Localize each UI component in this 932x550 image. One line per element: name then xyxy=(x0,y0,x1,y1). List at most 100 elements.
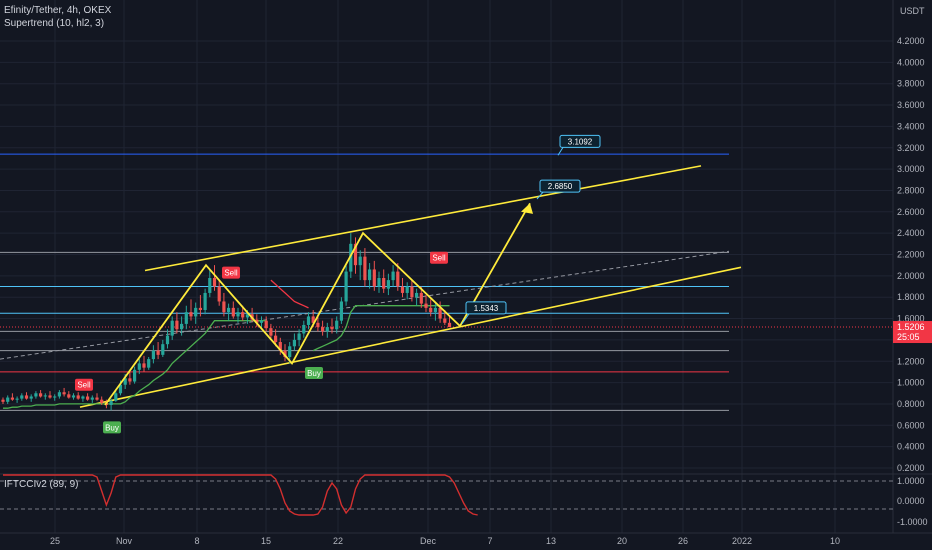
price-label-pointer xyxy=(557,147,564,156)
candle-body xyxy=(372,269,376,287)
price-axis-tick: 2.4000 xyxy=(897,228,925,238)
candle-body xyxy=(1,399,5,402)
oscillator-legend[interactable]: IFTCCIv2 (89, 9) xyxy=(4,479,78,490)
price-label-box xyxy=(539,179,581,193)
signal-buy-badge xyxy=(103,421,121,434)
price-axis-tick: 4.0000 xyxy=(897,57,925,67)
price-axis-tick: 0.4000 xyxy=(897,442,925,452)
candle-body xyxy=(165,335,170,345)
candle-body xyxy=(302,324,306,334)
projection-arrowhead xyxy=(521,203,533,214)
time-axis-tick: 8 xyxy=(194,536,199,546)
signal-sell-badge xyxy=(222,266,240,279)
candle-body xyxy=(137,363,141,370)
candle-body xyxy=(429,307,433,313)
dashed-midline xyxy=(0,250,730,360)
candle-body xyxy=(259,320,264,323)
oscillator-name: IFTCCIv2 (89, 9) xyxy=(4,479,79,490)
price-label-pointer xyxy=(536,191,544,200)
trend-channel xyxy=(79,165,742,408)
candle-body xyxy=(118,384,123,394)
candle-body xyxy=(62,392,66,395)
price-axis-tick: 0.6000 xyxy=(897,420,925,430)
candle-body xyxy=(306,316,311,325)
time-axis[interactable]: 25 Nov 8 15 22 Dec 7 13 20 26 2022 10 xyxy=(0,532,932,546)
time-axis-tick: 25 xyxy=(50,536,60,546)
candle-body xyxy=(76,395,80,399)
price-label-pointer xyxy=(461,313,470,325)
oscillator-pane: 1.0000 0.0000 -1.0000 xyxy=(0,473,932,527)
channel-upper-line xyxy=(144,165,702,272)
candle-body xyxy=(48,395,52,398)
candle-body xyxy=(114,393,118,401)
signal-buy-badge xyxy=(305,366,323,379)
indicator-legend[interactable]: Supertrend (10, hl2, 3) xyxy=(4,18,104,29)
oscillator-axis-tick: 1.0000 xyxy=(897,476,925,486)
candle-body xyxy=(175,320,179,330)
price-axis-tick: 2.6000 xyxy=(897,207,925,217)
price-axis-tick: 2.8000 xyxy=(897,185,925,195)
candle-body xyxy=(6,397,10,402)
candle-body xyxy=(109,400,113,406)
candle-body xyxy=(353,243,358,266)
price-axis[interactable]: 4.2000 4.0000 3.8000 3.6000 3.4000 3.2000 3.00… xyxy=(892,0,932,550)
price-axis-tick: 1.0000 xyxy=(897,378,925,388)
supertrend-up xyxy=(3,320,267,409)
candle-body xyxy=(90,397,94,400)
price-label-text: 1.5343 xyxy=(474,304,499,313)
price-axis-tick: 3.2000 xyxy=(897,143,925,153)
candle-body xyxy=(396,271,400,287)
last-price-value: 1.5206 xyxy=(897,322,925,332)
candle-body xyxy=(156,350,160,355)
price-axis-background xyxy=(893,0,932,550)
indicator-name: Supertrend (10, hl2, 3) xyxy=(4,18,105,29)
candle-body xyxy=(363,256,367,281)
candle-body xyxy=(377,277,381,287)
candle-body xyxy=(128,378,132,382)
candle-body xyxy=(81,396,85,399)
price-axis-tick: 0.2000 xyxy=(897,463,925,473)
oscillator-axis-tick: -1.0000 xyxy=(897,517,928,527)
candle-body xyxy=(292,339,296,347)
candle-body xyxy=(410,286,414,298)
candle-body xyxy=(34,393,38,397)
candle-body xyxy=(170,320,174,336)
candle-body xyxy=(297,333,301,340)
signal-sell-text: Sell xyxy=(432,254,446,263)
candle-body xyxy=(29,396,33,399)
candle-body xyxy=(283,350,287,357)
candle-body xyxy=(198,307,202,311)
last-price-badge-box xyxy=(893,321,932,344)
candle-body xyxy=(236,312,240,317)
time-axis-tick: 20 xyxy=(617,536,627,546)
symbol-name: Efinity/Tether xyxy=(4,5,62,16)
symbol-legend[interactable]: Efinity/Tether, 4h, OKEX xyxy=(4,5,112,16)
candle-body xyxy=(344,271,348,302)
candle-body xyxy=(245,314,249,318)
candle-body xyxy=(147,359,151,368)
time-axis-tick: 26 xyxy=(678,536,688,546)
candle-body xyxy=(227,307,231,313)
oscillator-line xyxy=(3,474,478,516)
candle-body xyxy=(269,328,273,336)
last-price-countdown: 25:05 xyxy=(897,332,920,342)
time-axis-tick: 7 xyxy=(487,536,492,546)
candle-body xyxy=(321,327,325,332)
price-axis-tick: 2.0000 xyxy=(897,271,925,281)
price-axis-tick: 3.0000 xyxy=(897,164,925,174)
symbol-exchange: OKEX xyxy=(83,5,112,16)
candle-body xyxy=(43,395,47,397)
supertrend-down xyxy=(270,279,309,309)
currency-label: USDT xyxy=(900,6,925,16)
candle-body xyxy=(15,398,19,400)
price-axis-tick: 0.8000 xyxy=(897,399,925,409)
price-axis-tick: 2.2000 xyxy=(897,250,925,260)
time-axis-tick: Nov xyxy=(116,536,133,546)
candle-body xyxy=(368,269,372,281)
candle-body xyxy=(391,271,395,281)
candle-body xyxy=(278,342,282,351)
horizontal-levels xyxy=(0,153,893,411)
